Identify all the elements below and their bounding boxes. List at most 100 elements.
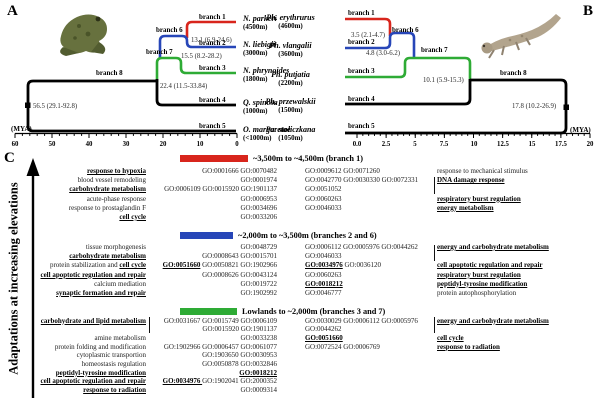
branch-3-7-a bbox=[155, 56, 236, 82]
go-term-row: protein stabilization and cell cycle GO:0… bbox=[0, 261, 600, 270]
go-term-row: cell apoptotic regulation and repair GO:0… bbox=[0, 377, 600, 386]
root-node-marker-a bbox=[25, 102, 31, 108]
species-elevation: (4600m) bbox=[278, 21, 303, 30]
go-codes: GO:0018212 bbox=[239, 368, 277, 377]
go-term-row: amine metabolism GO:0033238 GO:0051660 cell… bbox=[0, 334, 600, 343]
go-codes: GO:0018212 bbox=[305, 279, 343, 288]
go-term-row: blood vessel remodeling GO:0001974 GO:0042… bbox=[0, 176, 600, 185]
function-label: tissue morphogenesis bbox=[85, 243, 146, 251]
go-codes: GO:0048729 bbox=[240, 243, 277, 251]
section-title: ~3,500m to ~4,500m (branch 1) bbox=[253, 153, 364, 163]
branch-label: branch 1 bbox=[199, 12, 226, 21]
go-term-row: acute-phase response GO:0006953 GO:0060263… bbox=[0, 195, 600, 204]
go-term-row: synaptic formation and repair GO:1902992 G… bbox=[0, 289, 600, 298]
species-elevation: (1800m) bbox=[243, 74, 268, 83]
go-term-rows: tissue morphogenesis GO:0048729 GO:0006112… bbox=[0, 243, 600, 298]
branch-label: branch 3 bbox=[199, 63, 226, 72]
species-label: Ph. przewalskii (1500m) bbox=[236, 97, 345, 115]
go-term-row: cell cycle GO:0033206 bbox=[0, 213, 600, 222]
svg-text:20: 20 bbox=[160, 141, 167, 148]
branch-label: branch 7 bbox=[421, 46, 448, 54]
function-label-right: energy and carbohydrate metabolism bbox=[437, 316, 549, 325]
species-elevation: (2200m) bbox=[278, 78, 303, 87]
go-codes: GO:0050878 GO:0032846 bbox=[202, 359, 277, 368]
panel-c-letter: C bbox=[4, 150, 15, 166]
species-label: N. parkeri (4500m) bbox=[243, 14, 277, 32]
axis-b-tick-labels: 0.0 2.5 5 7.5 10 12.5 15 17.5 20 bbox=[353, 141, 594, 148]
branch-label: branch 6 bbox=[156, 25, 183, 34]
go-term-row: carbohydrate metabolism GO:0008643 GO:001… bbox=[0, 252, 600, 261]
function-label: response to radiation bbox=[83, 386, 146, 394]
branch-label: branch 8 bbox=[96, 68, 123, 77]
panel-b-letter: B bbox=[583, 3, 594, 19]
go-codes: GO:0001974 bbox=[240, 176, 277, 185]
species-name: N. phrynoides bbox=[243, 65, 290, 75]
go-term-row: GO:0015920 GO:1901137 GO:0044262 bbox=[0, 325, 600, 334]
go-codes: GO:0051660 GO:0050821 GO:1902966 bbox=[162, 261, 277, 270]
branch-label: branch 2 bbox=[348, 38, 375, 46]
go-term-row: response to prostaglandin F GO:0034696 GO:… bbox=[0, 204, 600, 213]
species-elevation: (1000m) bbox=[243, 107, 268, 116]
branch-2-6-b bbox=[345, 31, 416, 58]
node-age-label: 56.5 (29.1-92.8) bbox=[33, 102, 78, 110]
function-label-right: cell apoptotic regulation and repair bbox=[437, 261, 543, 270]
species-label: Ph. erythrurus (4600m) bbox=[236, 13, 345, 31]
go-codes: GO:1902992 bbox=[240, 288, 277, 297]
svg-text:50: 50 bbox=[49, 141, 56, 148]
go-codes: GO:0051660 bbox=[305, 333, 343, 342]
mya-label-b: (MYA) bbox=[570, 126, 591, 134]
function-label: protein folding and modification bbox=[54, 342, 146, 351]
branch-label: branch 8 bbox=[500, 68, 527, 77]
function-label: acute-phase response bbox=[86, 194, 146, 203]
node-age-label: 10.1 (5.9-15.3) bbox=[423, 76, 464, 84]
go-codes: GO:0051052 bbox=[305, 185, 342, 194]
svg-text:2.5: 2.5 bbox=[382, 141, 391, 148]
svg-text:0: 0 bbox=[235, 141, 239, 148]
go-codes: GO:0060263 bbox=[305, 270, 342, 279]
branch-label: branch 7 bbox=[146, 47, 173, 56]
go-term-row: calcium mediation GO:0019722 GO:0018212 pep… bbox=[0, 280, 600, 289]
branch-1-a bbox=[185, 20, 236, 38]
group-bracket bbox=[433, 177, 435, 194]
species-name: O. margaretae bbox=[243, 124, 291, 134]
svg-text:60: 60 bbox=[12, 141, 19, 148]
node-age-label: 22.4 (11.5-33.84) bbox=[160, 82, 208, 90]
go-codes: GO:0009612 GO:0071260 bbox=[305, 167, 380, 175]
svg-text:15: 15 bbox=[529, 141, 536, 148]
go-term-row: carbohydrate metabolism GO:0006109 GO:001… bbox=[0, 185, 600, 194]
section-header: Lowlands to ~2,000m (branches 3 and 7) bbox=[180, 306, 385, 316]
go-term-row: carbohydrate and lipid metabolism GO:0031… bbox=[0, 317, 600, 326]
function-label: cell cycle bbox=[119, 212, 146, 221]
function-label: carbohydrate and lipid metabolism bbox=[40, 316, 146, 325]
go-codes: GO:0046033 bbox=[305, 203, 342, 212]
section-color-bar bbox=[180, 154, 248, 162]
branch-label: branch 6 bbox=[392, 25, 419, 34]
species-label: Ph. vlangalii (3600m) bbox=[236, 41, 345, 59]
go-codes: GO:0009314 bbox=[240, 386, 277, 394]
go-term-row: cell apoptotic regulation and repair GO:0… bbox=[0, 271, 600, 280]
branch-label: branch 5 bbox=[348, 121, 375, 130]
section-header: ~3,500m to ~4,500m (branch 1) bbox=[180, 153, 363, 163]
species-elevation: (3600m) bbox=[278, 49, 303, 58]
function-label: peptidyl-tyrosine modification bbox=[55, 368, 146, 377]
node-age-label: 13.1 (6.9-24.6) bbox=[191, 37, 232, 44]
function-label-right: peptidyl-tyrosine modification bbox=[437, 279, 528, 288]
go-codes: GO:0034696 bbox=[240, 203, 277, 212]
function-label-right: respiratory burst regulation bbox=[437, 194, 521, 203]
species-elevation: (1500m) bbox=[278, 106, 303, 115]
go-codes: GO:0033238 bbox=[240, 333, 277, 342]
function-label: synaptic formation and repair bbox=[56, 288, 146, 297]
section-header: ~2,000m to ~3,500m (branches 2 and 6) bbox=[180, 230, 377, 240]
species-name: Pa. stoliczkana bbox=[265, 124, 316, 134]
function-label-right: energy and carbohydrate metabolism bbox=[437, 243, 549, 251]
species-elevation: (3000m) bbox=[243, 48, 268, 57]
function-label-right: response to radiation bbox=[437, 342, 500, 351]
svg-text:12.5: 12.5 bbox=[497, 141, 509, 148]
species-label: N. phrynoides (1800m) bbox=[243, 65, 290, 84]
function-label-right: cell cycle bbox=[437, 333, 464, 342]
go-term-row: peptidyl-tyrosine modification GO:0018212 bbox=[0, 369, 600, 378]
go-codes: GO:0006112 GO:0005976 GO:0044262 bbox=[305, 243, 418, 251]
function-label: response to hypoxia bbox=[87, 167, 146, 175]
go-codes: GO:0019722 bbox=[240, 279, 277, 288]
